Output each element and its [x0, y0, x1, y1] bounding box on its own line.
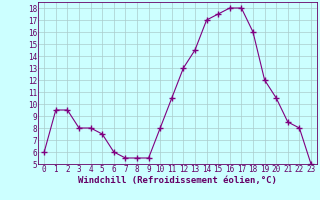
X-axis label: Windchill (Refroidissement éolien,°C): Windchill (Refroidissement éolien,°C)	[78, 176, 277, 185]
